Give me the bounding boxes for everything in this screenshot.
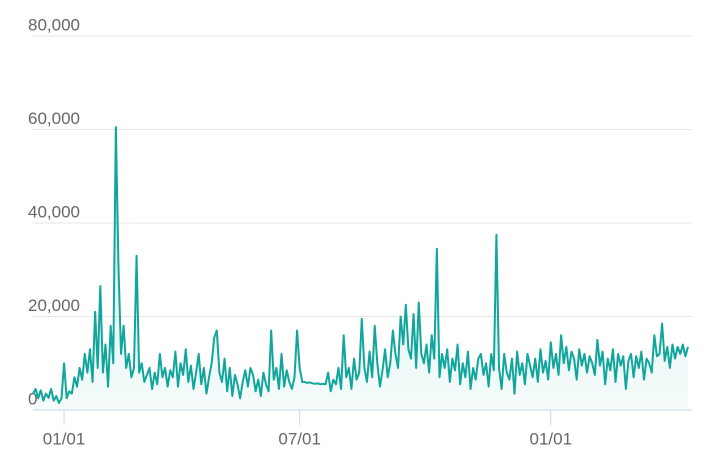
line	[32, 126, 689, 404]
y-tick-label: 20,000	[28, 296, 80, 315]
x-tick-label: 01/01	[530, 429, 573, 448]
x-tick-label: 01/01	[43, 429, 86, 448]
x-tick-label: 07/01	[278, 429, 321, 448]
y-tick-label: 0	[28, 389, 37, 408]
y-tick-label: 40,000	[28, 202, 80, 221]
y-tick-label: 60,000	[28, 109, 80, 128]
y-tick-label: 80,000	[28, 15, 80, 34]
